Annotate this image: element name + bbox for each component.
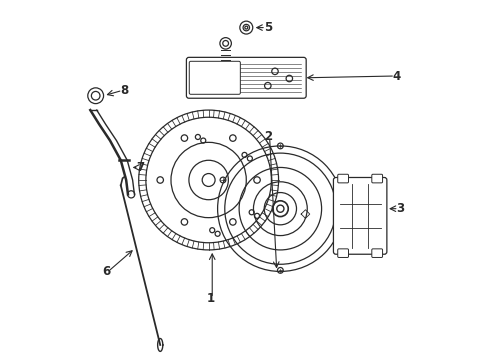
Circle shape [217, 146, 343, 271]
FancyBboxPatch shape [333, 177, 386, 254]
Text: 8: 8 [120, 84, 128, 97]
Text: 2: 2 [263, 130, 271, 144]
Text: 4: 4 [392, 69, 400, 82]
FancyBboxPatch shape [337, 174, 348, 183]
Text: 5: 5 [263, 21, 271, 34]
FancyBboxPatch shape [186, 57, 305, 98]
FancyBboxPatch shape [337, 249, 348, 257]
FancyBboxPatch shape [371, 174, 382, 183]
Text: 7: 7 [136, 161, 144, 174]
Text: 3: 3 [396, 202, 404, 215]
Circle shape [145, 117, 271, 243]
FancyBboxPatch shape [371, 249, 382, 257]
FancyBboxPatch shape [189, 61, 240, 94]
Text: 6: 6 [102, 265, 110, 278]
Text: 1: 1 [206, 292, 214, 305]
